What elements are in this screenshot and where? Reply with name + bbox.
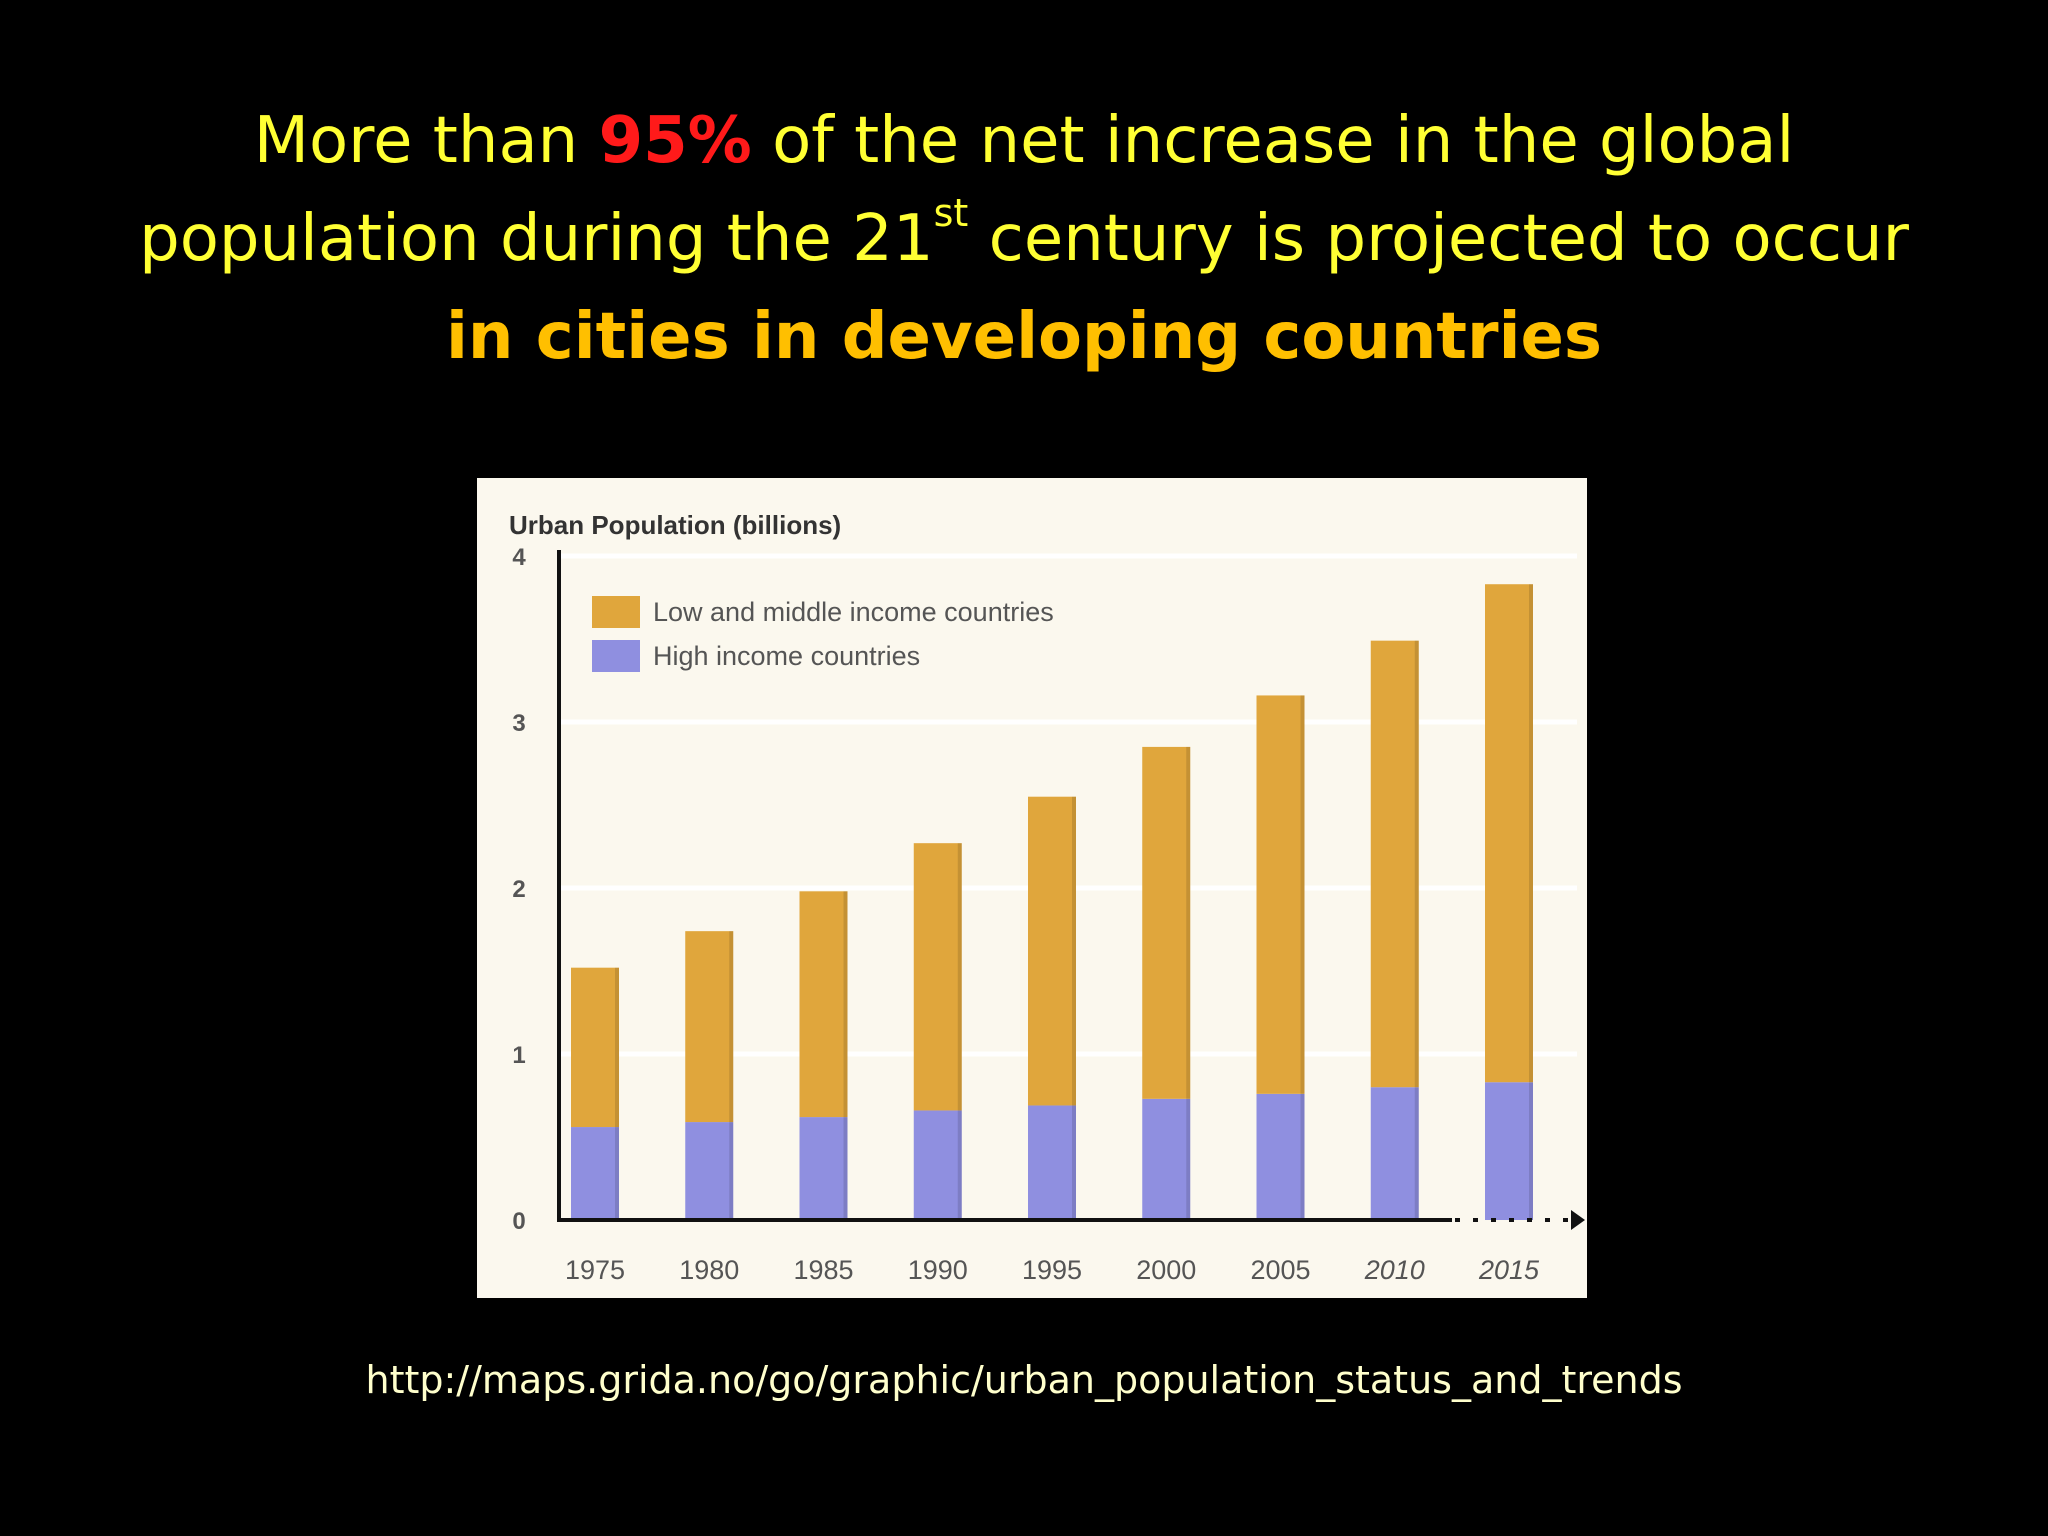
headline-line-2-end: century is projected to occur [968,202,1909,276]
bar-low-middle-income-2010 [1370,640,1419,1088]
bar-low-middle-income-1975 [571,967,619,1128]
y-tick-labels: 0 1 2 3 4 [512,544,526,1235]
bar-low-middle-income-1995 [1028,796,1076,1106]
bar-edge-high-income-1975 [615,1127,619,1220]
x-tick-label-2005: 2005 [1250,1255,1310,1285]
chart-canvas: 0 1 2 3 4 1975 1980 1985 1990 1995 2000 2005 2010 20… [509,510,1585,1285]
slide-headline: More than 95% of the net increase in the… [0,92,2048,386]
headline-line-1-end: of the net increase in the global [751,104,1795,178]
axes [557,550,1585,1230]
headline-line-2-start: population during the 21 [139,202,934,276]
bar-low-middle-income-1980 [685,931,734,1123]
bar-high-income-1990 [913,1110,962,1220]
legend-label-low-middle-income: Low and middle income countries [653,597,1054,627]
bar-edge-high-income-1985 [843,1117,848,1220]
bar-high-income-2015 [1485,1082,1533,1220]
bar-high-income-2000 [1142,1098,1191,1220]
bar-low-middle-income-1985 [799,891,848,1118]
x-tick-label-2000: 2000 [1136,1255,1196,1285]
bar-low-middle-income-2005 [1256,695,1305,1094]
bar-edge-high-income-2015 [1529,1082,1533,1220]
x-tick-label-1985: 1985 [793,1255,853,1285]
bar-high-income-2005 [1256,1093,1305,1220]
headline-line-2: population during the 21st century is pr… [0,190,2048,288]
headline-highlight-percent: 95% [598,104,752,178]
legend-label-high-income: High income countries [653,641,920,671]
bar-edge-high-income-2010 [1414,1087,1419,1220]
x-tick-label-2015: 2015 [1478,1255,1540,1285]
headline-ordinal-superscript: st [933,190,969,235]
bar-high-income-2010 [1370,1087,1419,1220]
legend: Low and middle income countries High inco… [592,596,1054,672]
bar-edge-low-middle-income-1990 [957,843,962,1111]
chart-title: Urban Population (billions) [509,510,841,540]
bar-edge-low-middle-income-2010 [1414,640,1419,1088]
headline-line-1: More than 95% of the net increase in the… [0,92,2048,190]
bar-edge-high-income-1980 [729,1122,734,1220]
bars [571,584,1533,1220]
bar-edge-low-middle-income-1975 [615,967,619,1128]
bar-edge-high-income-1990 [957,1110,962,1220]
y-tick-label-2: 2 [512,876,525,903]
bar-edge-high-income-1995 [1072,1105,1076,1220]
bar-edge-low-middle-income-1995 [1072,796,1076,1106]
bar-high-income-1985 [799,1117,848,1220]
bar-edge-low-middle-income-1985 [843,891,848,1118]
x-axis-arrowhead [1571,1210,1585,1230]
bar-edge-high-income-2005 [1300,1093,1305,1220]
bar-high-income-1975 [571,1127,619,1220]
x-tick-label-1975: 1975 [565,1255,625,1285]
bar-edge-low-middle-income-1980 [729,931,734,1123]
bar-low-middle-income-2015 [1485,584,1533,1083]
x-tick-label-1995: 1995 [1022,1255,1082,1285]
bar-edge-low-middle-income-2005 [1300,695,1305,1094]
bar-low-middle-income-1990 [913,843,962,1111]
y-tick-label-3: 3 [512,710,525,737]
legend-swatch-low-middle-income [592,596,640,628]
source-url: http://maps.grida.no/go/graphic/urban_po… [365,1358,1683,1402]
bar-edge-high-income-2000 [1186,1098,1191,1220]
bar-high-income-1995 [1028,1105,1076,1220]
y-tick-label-0: 0 [512,1208,525,1235]
bar-edge-low-middle-income-2015 [1529,584,1533,1083]
urban-population-chart: 0 1 2 3 4 1975 1980 1985 1990 1995 2000 2005 2010 20… [477,478,1587,1298]
bar-high-income-1980 [685,1122,734,1220]
headline-line-3: in cities in developing countries [445,300,1603,374]
y-tick-label-1: 1 [512,1042,525,1069]
x-tick-label-2010: 2010 [1364,1255,1425,1285]
x-tick-labels: 1975 1980 1985 1990 1995 2000 2005 2010 2015 [565,1255,1540,1285]
x-tick-label-1980: 1980 [679,1255,739,1285]
y-tick-label-4: 4 [512,544,526,571]
legend-swatch-high-income [592,640,640,672]
x-tick-label-1990: 1990 [908,1255,968,1285]
bar-low-middle-income-2000 [1142,746,1191,1099]
headline-line-1-start: More than [253,104,599,178]
bar-edge-low-middle-income-2000 [1186,746,1191,1099]
